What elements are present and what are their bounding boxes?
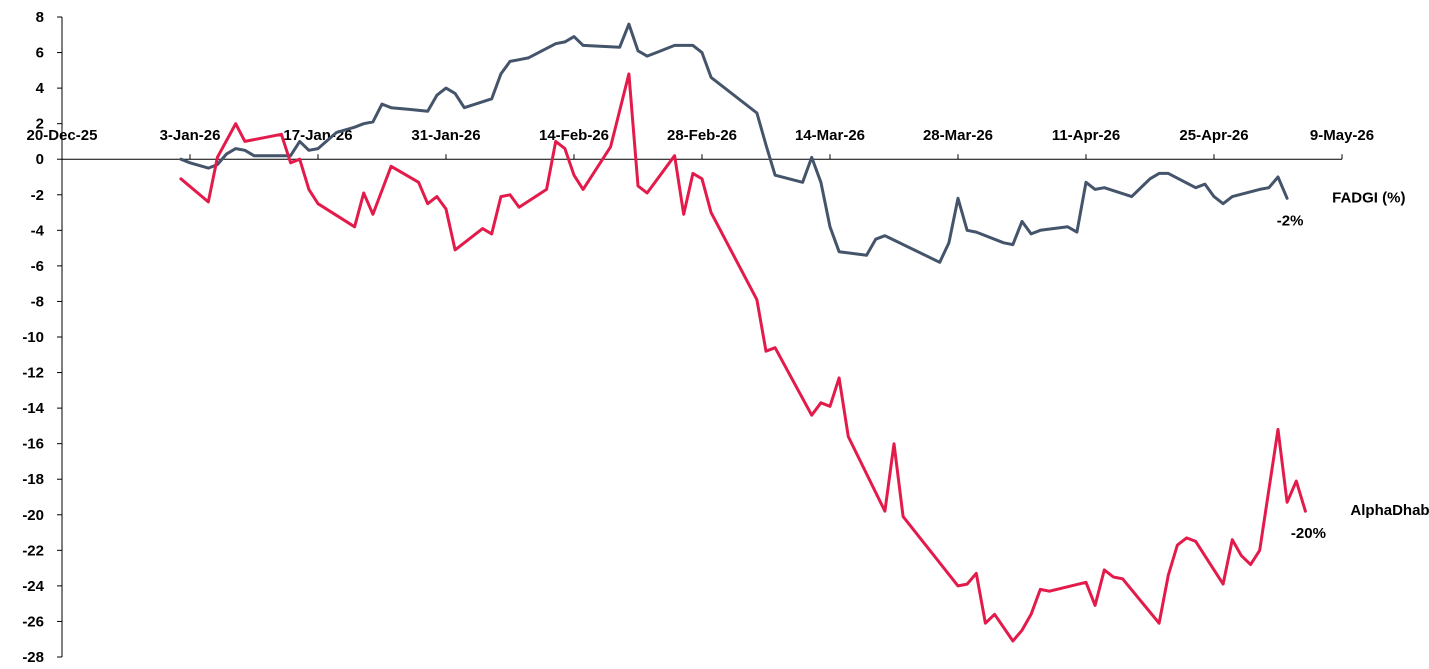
y-tick-label: -18 <box>22 471 44 488</box>
y-tick-label: -12 <box>22 365 44 382</box>
y-axis: 8 6 4 2 0 -2 -4 -6 -8 -10 -12 -14 -16 -18 -20 -22 -24 -26… <box>22 9 63 666</box>
y-tick-label: -22 <box>22 542 44 559</box>
x-tick-label: 17-Jan-26 <box>283 127 352 144</box>
x-tick-label: 31-Jan-26 <box>411 127 480 144</box>
x-tick-label: 9-May-26 <box>1310 127 1374 144</box>
y-tick-label: 8 <box>36 9 44 26</box>
y-tick-label: 2 <box>36 116 44 133</box>
series-lines <box>179 22 1307 643</box>
series-end-value-label: -2% <box>1277 212 1304 229</box>
series-name-label: FADGI (%) <box>1332 189 1405 206</box>
y-tick-label: 6 <box>36 45 44 62</box>
x-tick-label: 14-Mar-26 <box>795 127 865 144</box>
y-tick-label: 4 <box>36 80 45 97</box>
y-tick-label: -8 <box>31 293 44 310</box>
series-labels: FADGI (%) -2% AlphaDhabi (%) -20% <box>1277 189 1429 542</box>
x-tick-label: 25-Apr-26 <box>1179 127 1248 144</box>
series-end-value-label: -20% <box>1291 525 1326 542</box>
x-tick-label: 11-Apr-26 <box>1052 127 1120 144</box>
series-line-fadgi <box>179 22 1289 264</box>
x-tick-label: 20-Dec-25 <box>27 127 98 144</box>
y-tick-label: -10 <box>22 329 44 346</box>
y-tick-label: -6 <box>31 258 44 275</box>
x-tick-label: 28-Mar-26 <box>923 127 993 144</box>
y-tick-label: -26 <box>22 613 44 630</box>
y-tick-label: -4 <box>31 222 45 239</box>
y-tick-label: -20 <box>22 507 44 524</box>
y-tick-label: -28 <box>22 649 44 666</box>
y-tick-label: -2 <box>31 187 44 204</box>
series-line-alphadhabi <box>179 72 1307 643</box>
y-tick-label: -16 <box>22 436 44 453</box>
y-tick-label: -24 <box>22 578 44 595</box>
series-name-label: AlphaDhabi (%) <box>1350 502 1429 519</box>
x-tick-label: 14-Feb-26 <box>539 127 609 144</box>
x-axis: 20-Dec-25 3-Jan-26 17-Jan-26 31-Jan-26 14-Fe… <box>27 127 1374 160</box>
y-tick-label: 0 <box>36 151 44 168</box>
x-tick-label: 3-Jan-26 <box>160 127 221 144</box>
y-tick-label: -14 <box>22 400 44 417</box>
x-tick-label: 28-Feb-26 <box>667 127 737 144</box>
